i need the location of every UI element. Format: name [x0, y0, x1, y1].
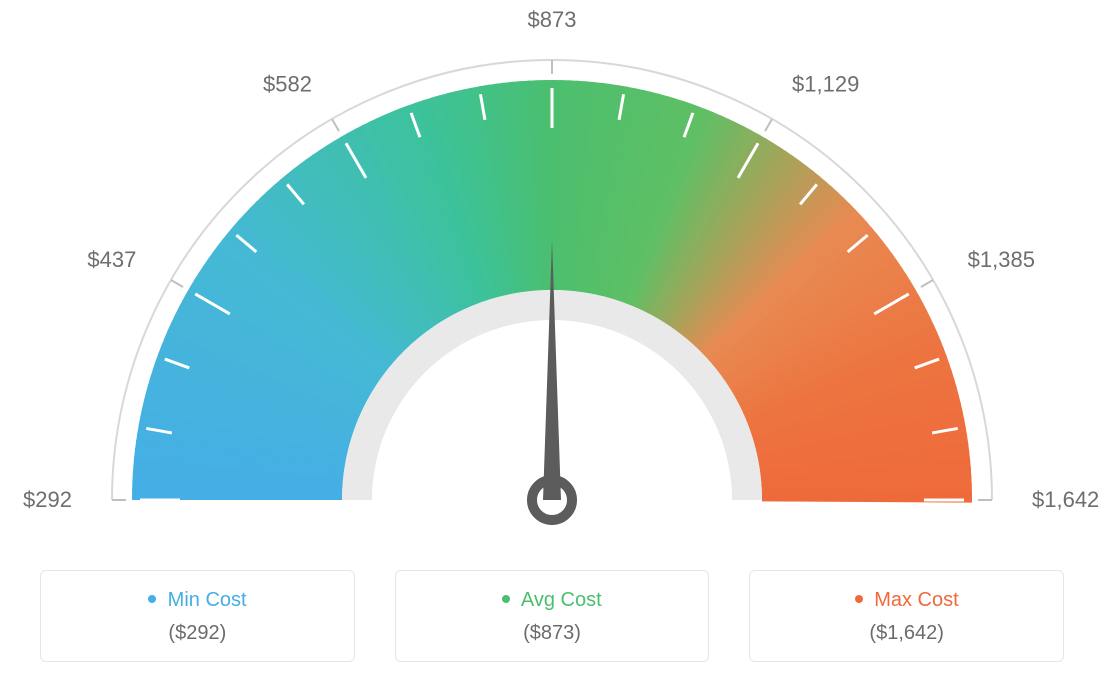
legend-min-label: Min Cost — [168, 589, 247, 611]
gauge-tick-label: $1,642 — [1032, 487, 1099, 512]
legend-min-value: ($292) — [51, 622, 344, 645]
legend-max-dot-icon — [855, 595, 863, 603]
legend-avg-dot-icon — [502, 595, 510, 603]
legend-avg-label: Avg Cost — [521, 589, 602, 611]
gauge-tick-label: $1,385 — [968, 247, 1035, 272]
legend-min-title: Min Cost — [51, 589, 344, 612]
legend-max-title: Max Cost — [760, 589, 1053, 612]
legend-row: Min Cost ($292) Avg Cost ($873) Max Cost… — [0, 570, 1104, 662]
legend-card-avg: Avg Cost ($873) — [395, 570, 710, 662]
legend-card-max: Max Cost ($1,642) — [749, 570, 1064, 662]
gauge-tick-label: $1,129 — [792, 71, 859, 96]
legend-max-value: ($1,642) — [760, 622, 1053, 645]
gauge-tick-label: $292 — [23, 487, 72, 512]
legend-card-min: Min Cost ($292) — [40, 570, 355, 662]
legend-min-dot-icon — [148, 595, 156, 603]
legend-avg-value: ($873) — [406, 622, 699, 645]
legend-avg-title: Avg Cost — [406, 589, 699, 612]
gauge-tick-label: $873 — [528, 7, 577, 32]
gauge-chart: $292 $437 $582 $873 $1,129 $1,385 $1,642 — [0, 0, 1104, 560]
gauge-tick-label: $582 — [263, 71, 312, 96]
legend-max-label: Max Cost — [874, 589, 958, 611]
gauge-tick-label: $437 — [87, 247, 136, 272]
gauge-svg: $292 $437 $582 $873 $1,129 $1,385 $1,642 — [0, 0, 1104, 560]
